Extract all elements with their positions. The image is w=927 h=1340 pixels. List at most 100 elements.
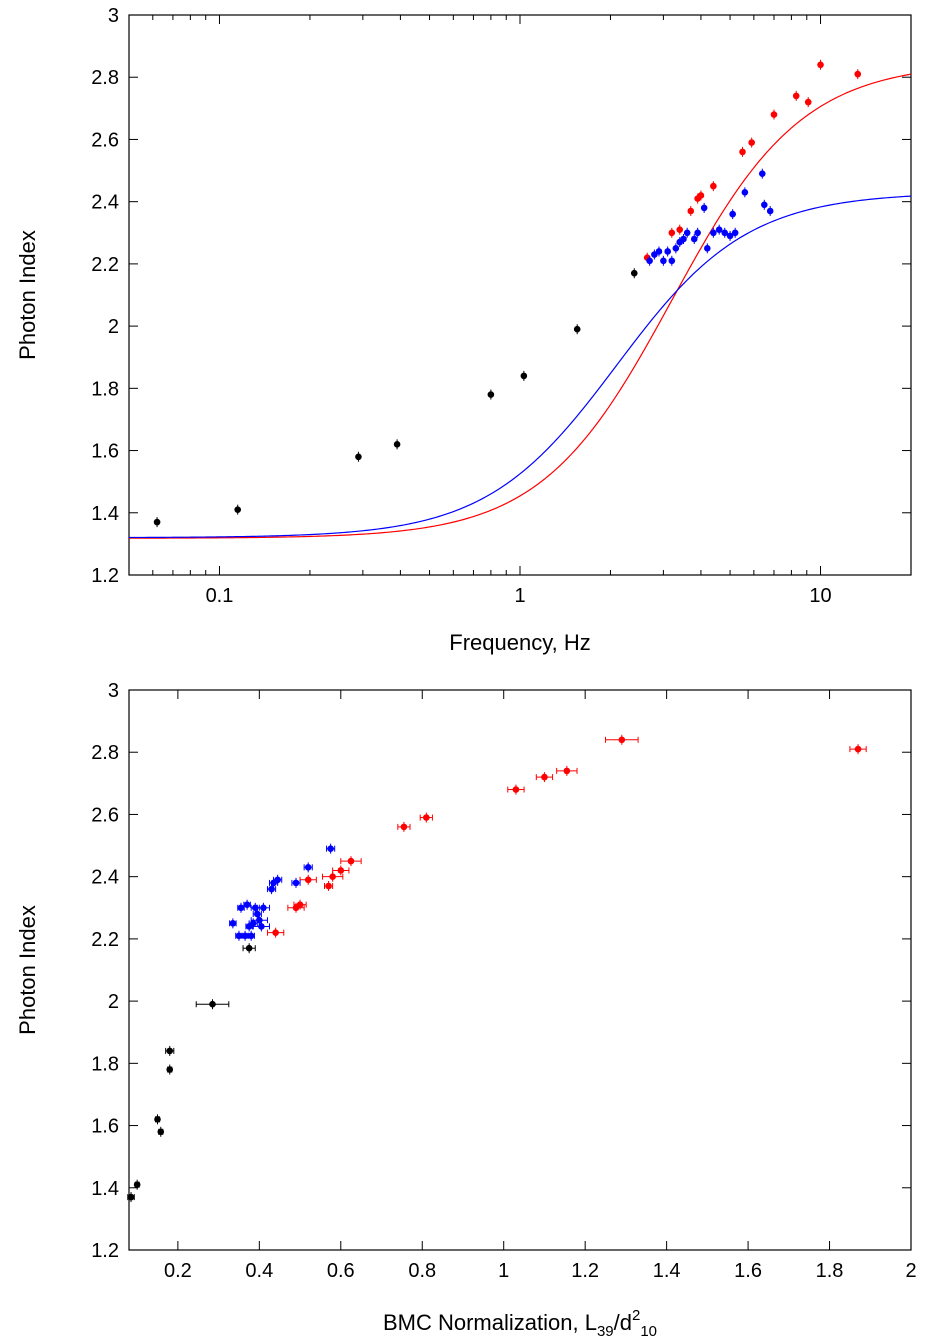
- x-axis-title: BMC Normalization, L39/d210: [383, 1307, 657, 1340]
- x-tick-label: 1: [498, 1260, 509, 1282]
- y-axis-title: Photon Index: [15, 905, 40, 1035]
- data-point: [304, 876, 312, 884]
- y-tick-label: 2.8: [91, 67, 119, 89]
- data-point: [563, 767, 571, 775]
- data-point: [761, 201, 768, 209]
- data-point: [729, 210, 736, 218]
- data-point: [710, 182, 717, 190]
- data-point: [683, 229, 691, 237]
- y-tick-label: 3: [108, 5, 119, 27]
- x-axis-title: Frequency, Hz: [449, 630, 590, 655]
- data-point: [739, 148, 746, 156]
- y-tick-label: 1.2: [91, 1240, 119, 1262]
- x-tick-label: 2: [905, 1260, 916, 1282]
- y-axis-title: Photon Index: [15, 230, 40, 360]
- data-point: [166, 1066, 174, 1073]
- data-point: [655, 248, 663, 255]
- data-point: [758, 170, 766, 177]
- y-tick-label: 1.8: [91, 1053, 119, 1075]
- data-point: [668, 257, 676, 265]
- x-tick-label: 10: [809, 585, 831, 607]
- data-point: [325, 882, 332, 890]
- data-point: [721, 229, 729, 237]
- data-point: [209, 1000, 216, 1008]
- data-point: [347, 857, 355, 865]
- data-point: [400, 823, 408, 831]
- x-tick-label: 1.6: [734, 1260, 762, 1282]
- data-point: [726, 232, 734, 240]
- data-point: [687, 207, 695, 215]
- y-tick-label: 2.8: [91, 742, 119, 764]
- y-tick-label: 3: [108, 680, 119, 702]
- data-point: [630, 269, 638, 277]
- x-tick-label: 0.4: [245, 1260, 273, 1282]
- data-point: [700, 204, 708, 212]
- data-point: [133, 1181, 141, 1188]
- data-point: [234, 506, 242, 513]
- x-tick-label: 1: [514, 585, 525, 607]
- plot-frame: [128, 689, 912, 1251]
- data-point: [127, 1193, 135, 1201]
- data-point: [355, 453, 362, 461]
- y-tick-label: 1.6: [91, 441, 119, 463]
- y-tick-label: 1.4: [91, 503, 119, 525]
- data-point: [247, 932, 255, 940]
- data-point: [676, 226, 684, 233]
- data-point: [741, 189, 749, 196]
- x-tick-label: 1.2: [571, 1260, 599, 1282]
- data-point: [229, 920, 237, 927]
- bmc-normalization-chart: 1.2 1.4 1.6 1.8 2 2.2 2.4 2.6 2.8 3 0.2 0.4 0.6 0.8 1 1…: [15, 680, 917, 1340]
- data-point: [154, 1116, 161, 1123]
- y-tick-label: 1.4: [91, 1178, 119, 1200]
- data-point: [520, 372, 528, 380]
- data-point: [237, 904, 245, 912]
- data-point: [668, 229, 676, 237]
- data-point: [748, 139, 755, 146]
- data-point: [660, 257, 667, 265]
- fit-curve: [128, 195, 912, 539]
- data-point: [235, 932, 243, 940]
- data-point: [245, 944, 253, 952]
- data-point: [241, 932, 249, 940]
- data-point: [304, 864, 312, 871]
- data-point: [854, 745, 862, 753]
- y-tick-label: 2: [108, 316, 119, 338]
- data-point: [243, 901, 251, 908]
- data-point: [487, 391, 495, 398]
- x-tick-label: 1.4: [653, 1260, 681, 1282]
- data-point: [153, 518, 161, 526]
- y-tick-label: 1.2: [91, 565, 119, 587]
- data-point: [423, 814, 430, 821]
- data-point: [272, 929, 279, 936]
- frequency-chart: 1.2 1.4 1.6 1.8 2 2.2 2.4 2.6 2.8 3 0.1 1 10 Frequen…: [15, 5, 912, 655]
- data-point: [646, 257, 653, 265]
- data-point: [329, 873, 336, 880]
- data-point: [690, 235, 698, 243]
- data-point: [817, 61, 824, 69]
- data-point: [393, 441, 401, 448]
- data-point: [573, 325, 581, 333]
- data-point: [694, 229, 701, 237]
- data-point: [854, 70, 862, 78]
- x-tick-label: 0.8: [408, 1260, 436, 1282]
- x-tick-label: 0.6: [327, 1260, 355, 1282]
- y-tick-label: 2.6: [91, 804, 119, 826]
- data-point: [327, 845, 334, 852]
- x-tick-label: 0.2: [164, 1260, 192, 1282]
- data-point: [715, 226, 723, 233]
- y-tick-label: 1.8: [91, 378, 119, 400]
- data-point: [766, 207, 774, 215]
- fit-curve: [129, 73, 912, 539]
- data-point: [157, 1128, 165, 1136]
- y-tick-label: 2.6: [91, 129, 119, 151]
- x-tick-label: 1.8: [816, 1260, 844, 1282]
- y-tick-label: 2.4: [91, 867, 119, 889]
- data-point: [618, 736, 626, 744]
- data-point: [541, 773, 548, 781]
- y-tick-label: 2.2: [91, 254, 119, 276]
- data-point: [731, 229, 739, 237]
- data-point: [274, 876, 281, 884]
- data-point: [166, 1047, 174, 1055]
- y-tick-label: 1.6: [91, 1116, 119, 1138]
